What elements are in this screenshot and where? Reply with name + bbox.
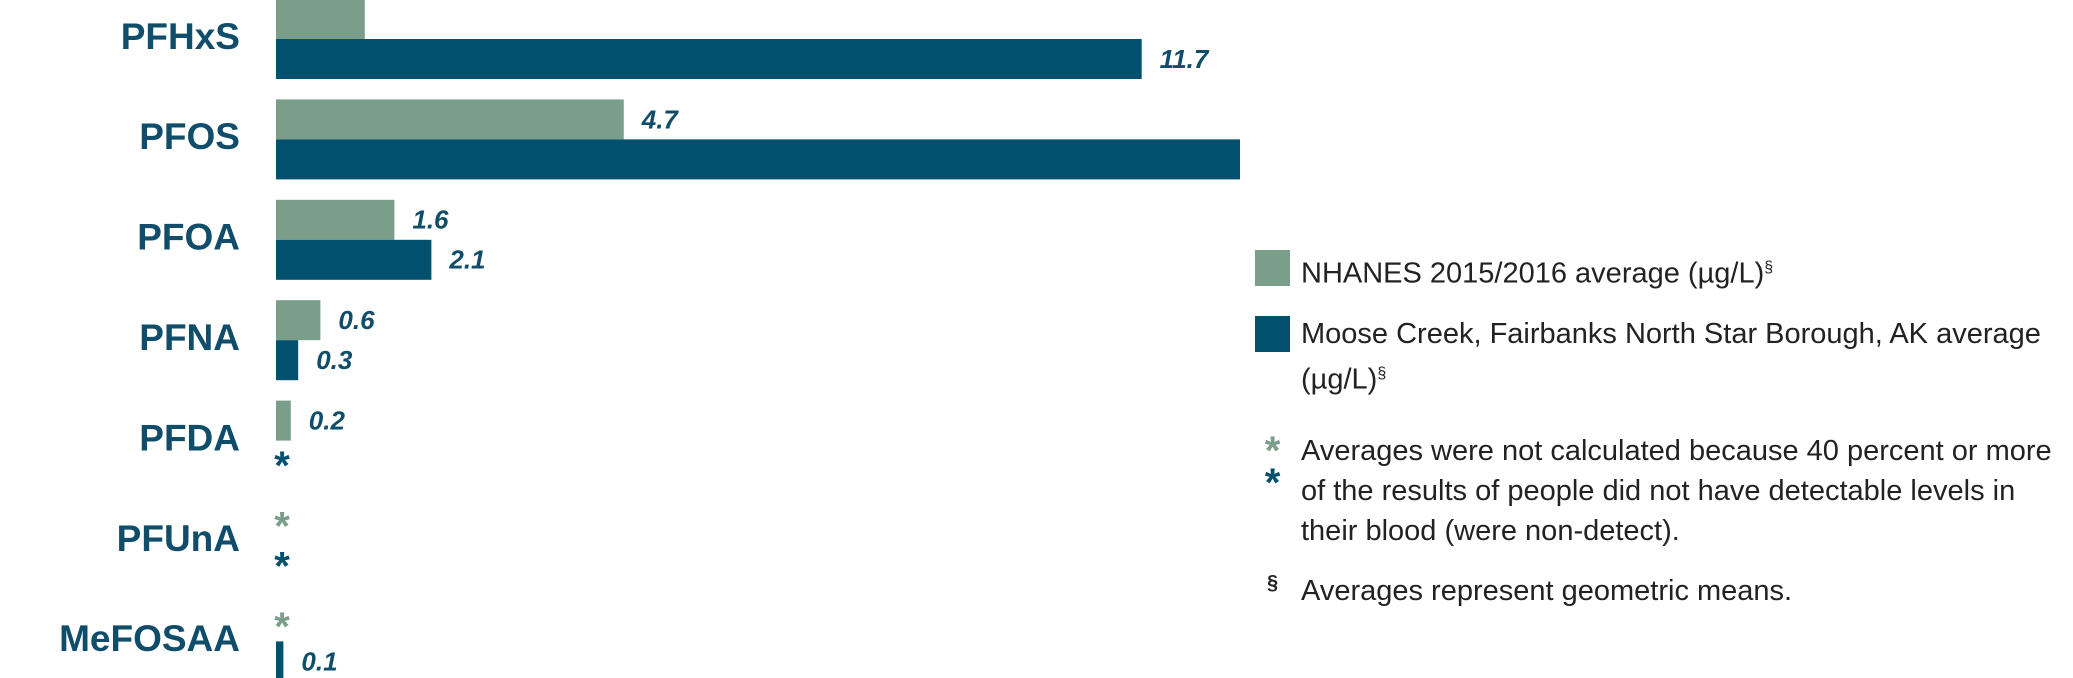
category-label: PFOS	[139, 116, 240, 157]
value-label: 0.6	[338, 305, 375, 335]
legend-item: NHANES 2015/2016 average (µg/L)§	[1255, 248, 2055, 294]
note-marker: *	[1264, 461, 1281, 506]
note-text: Averages represent geometric means.	[1301, 575, 1793, 608]
value-label: 0.3	[316, 345, 353, 375]
legend: NHANES 2015/2016 average (µg/L)§ Moose Cr…	[1255, 248, 2055, 631]
bar	[276, 300, 321, 341]
category-label: PFOA	[137, 217, 240, 258]
missing-marker: *	[274, 545, 290, 589]
bar	[276, 39, 1142, 79]
bar	[276, 0, 365, 39]
legend-label: NHANES 2015/2016 average (µg/L)	[1301, 257, 1765, 290]
bar	[276, 99, 624, 140]
note-marker: §	[1266, 572, 1279, 595]
category-label: MeFOSAA	[59, 618, 240, 659]
legend-item: Moose Creek, Fairbanks North Star Boroug…	[1255, 314, 2055, 400]
category-label: PFDA	[139, 417, 240, 458]
note: * * Averages were not calculated because 4…	[1255, 431, 2055, 551]
category-label: PFNA	[139, 317, 240, 358]
missing-marker: *	[274, 605, 290, 649]
chart: PFHxS11.7PFOS4.718.3PFOA1.62.1PFNA0.60.3…	[59, 0, 1240, 678]
note: § Averages represent geometric means.	[1255, 571, 2055, 611]
value-label: 11.7	[1160, 44, 1210, 74]
note-marker: *	[1264, 429, 1281, 474]
missing-marker: *	[274, 505, 290, 549]
value-label: 0.2	[309, 405, 346, 435]
bar	[276, 641, 284, 678]
bar	[276, 199, 395, 240]
legend-note-marker: §	[1764, 259, 1774, 276]
category-label: PFHxS	[121, 16, 240, 57]
bar	[276, 340, 299, 381]
legend-note-marker: §	[1377, 364, 1387, 382]
value-label: 2.1	[448, 245, 485, 275]
category-label: PFUnA	[117, 518, 240, 559]
bar	[276, 400, 291, 441]
missing-marker: *	[274, 444, 290, 488]
note-text: Averages were not calculated because 40 …	[1301, 435, 2052, 548]
bar	[276, 139, 1240, 180]
value-label: 4.7	[641, 104, 680, 134]
value-label: 0.1	[301, 646, 337, 676]
legend-swatch	[1255, 315, 1290, 352]
legend-label: Moose Creek, Fairbanks North Star Boroug…	[1301, 317, 2041, 396]
value-label: 1.6	[412, 205, 449, 235]
bar	[276, 239, 432, 280]
legend-swatch	[1255, 250, 1290, 286]
